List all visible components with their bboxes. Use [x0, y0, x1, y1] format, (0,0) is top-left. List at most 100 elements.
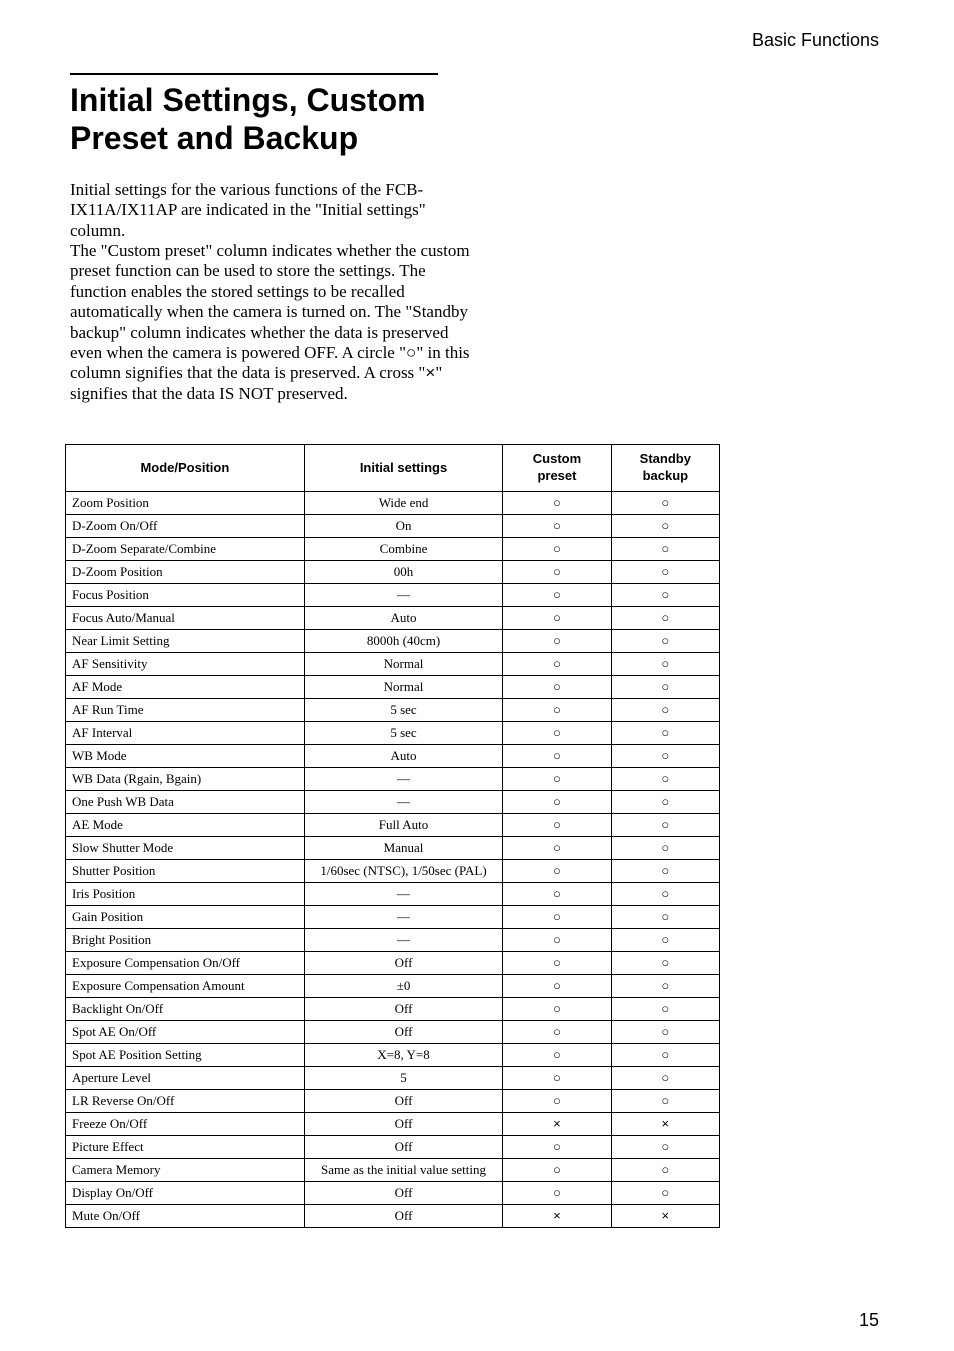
cell-preset: ○: [503, 905, 611, 928]
cell-backup: ×: [611, 1204, 719, 1227]
cell-init: Normal: [304, 675, 503, 698]
cell-init: Off: [304, 951, 503, 974]
cell-mode: Spot AE Position Setting: [66, 1043, 305, 1066]
cell-backup: ○: [611, 583, 719, 606]
table-row: Mute On/OffOff××: [66, 1204, 720, 1227]
cell-mode: Spot AE On/Off: [66, 1020, 305, 1043]
cell-mode: Picture Effect: [66, 1135, 305, 1158]
cell-mode: Near Limit Setting: [66, 629, 305, 652]
cell-mode: Aperture Level: [66, 1066, 305, 1089]
cell-preset: ○: [503, 514, 611, 537]
table-row: D-Zoom Separate/CombineCombine○○: [66, 537, 720, 560]
cell-init: Full Auto: [304, 813, 503, 836]
cell-mode: Iris Position: [66, 882, 305, 905]
cell-backup: ○: [611, 744, 719, 767]
cell-init: —: [304, 767, 503, 790]
header-init: Initial settings: [304, 445, 503, 492]
table-row: Freeze On/OffOff××: [66, 1112, 720, 1135]
cell-init: 5 sec: [304, 721, 503, 744]
table-row: LR Reverse On/OffOff○○: [66, 1089, 720, 1112]
cell-init: —: [304, 790, 503, 813]
cell-init: —: [304, 882, 503, 905]
table-row: Backlight On/OffOff○○: [66, 997, 720, 1020]
cell-init: Auto: [304, 744, 503, 767]
header-mode: Mode/Position: [66, 445, 305, 492]
cell-preset: ○: [503, 652, 611, 675]
cell-preset: ○: [503, 882, 611, 905]
cell-mode: AF Mode: [66, 675, 305, 698]
cell-backup: ○: [611, 1181, 719, 1204]
cell-mode: Shutter Position: [66, 859, 305, 882]
cell-mode: One Push WB Data: [66, 790, 305, 813]
cell-init: X=8, Y=8: [304, 1043, 503, 1066]
cell-preset: ○: [503, 606, 611, 629]
cell-backup: ○: [611, 606, 719, 629]
cell-mode: Exposure Compensation On/Off: [66, 951, 305, 974]
cell-preset: ○: [503, 560, 611, 583]
table-row: AF ModeNormal○○: [66, 675, 720, 698]
cell-preset: ○: [503, 813, 611, 836]
page-number: 15: [859, 1310, 879, 1331]
cell-mode: WB Data (Rgain, Bgain): [66, 767, 305, 790]
cell-preset: ○: [503, 491, 611, 514]
table-row: Shutter Position1/60sec (NTSC), 1/50sec …: [66, 859, 720, 882]
cell-init: ±0: [304, 974, 503, 997]
table-row: One Push WB Data—○○: [66, 790, 720, 813]
cell-preset: ○: [503, 790, 611, 813]
cell-backup: ○: [611, 1020, 719, 1043]
cell-backup: ○: [611, 675, 719, 698]
table-row: Spot AE On/OffOff○○: [66, 1020, 720, 1043]
cell-init: Auto: [304, 606, 503, 629]
table-row: Iris Position—○○: [66, 882, 720, 905]
cell-mode: Exposure Compensation Amount: [66, 974, 305, 997]
header-backup: Standbybackup: [611, 445, 719, 492]
cell-init: 00h: [304, 560, 503, 583]
cross-glyph-inline: ×: [425, 363, 435, 382]
cell-backup: ○: [611, 836, 719, 859]
intro-paragraph-2: The "Custom preset" column indicates whe…: [70, 241, 470, 404]
cell-init: Off: [304, 1204, 503, 1227]
table-row: Slow Shutter ModeManual○○: [66, 836, 720, 859]
cell-init: On: [304, 514, 503, 537]
table-row: WB ModeAuto○○: [66, 744, 720, 767]
cell-preset: ○: [503, 1066, 611, 1089]
cell-backup: ○: [611, 882, 719, 905]
cell-mode: LR Reverse On/Off: [66, 1089, 305, 1112]
cell-mode: AE Mode: [66, 813, 305, 836]
cell-preset: ○: [503, 836, 611, 859]
cell-preset: ○: [503, 675, 611, 698]
cell-preset: ○: [503, 997, 611, 1020]
table-row: Zoom PositionWide end○○: [66, 491, 720, 514]
table-row: Gain Position—○○: [66, 905, 720, 928]
cell-backup: ○: [611, 928, 719, 951]
cell-backup: ○: [611, 560, 719, 583]
cell-init: Off: [304, 1181, 503, 1204]
intro-paragraph-1: Initial settings for the various functio…: [70, 180, 470, 241]
cell-init: —: [304, 928, 503, 951]
cell-backup: ○: [611, 1135, 719, 1158]
cell-preset: ○: [503, 721, 611, 744]
cell-mode: Zoom Position: [66, 491, 305, 514]
cell-init: —: [304, 905, 503, 928]
cell-mode: Mute On/Off: [66, 1204, 305, 1227]
table-row: Focus Position—○○: [66, 583, 720, 606]
cell-mode: Bright Position: [66, 928, 305, 951]
cell-preset: ×: [503, 1112, 611, 1135]
cell-backup: ○: [611, 997, 719, 1020]
cell-preset: ○: [503, 744, 611, 767]
cell-preset: ○: [503, 1135, 611, 1158]
cell-backup: ○: [611, 974, 719, 997]
cell-init: Combine: [304, 537, 503, 560]
cell-backup: ○: [611, 652, 719, 675]
cell-mode: Slow Shutter Mode: [66, 836, 305, 859]
cell-preset: ○: [503, 974, 611, 997]
cell-init: 5 sec: [304, 698, 503, 721]
cell-mode: D-Zoom Position: [66, 560, 305, 583]
circle-glyph-inline: ○: [406, 343, 416, 362]
cell-backup: ○: [611, 1043, 719, 1066]
cell-mode: Gain Position: [66, 905, 305, 928]
cell-preset: ○: [503, 928, 611, 951]
cell-preset: ×: [503, 1204, 611, 1227]
table-row: AF Run Time5 sec○○: [66, 698, 720, 721]
cell-init: Off: [304, 1020, 503, 1043]
